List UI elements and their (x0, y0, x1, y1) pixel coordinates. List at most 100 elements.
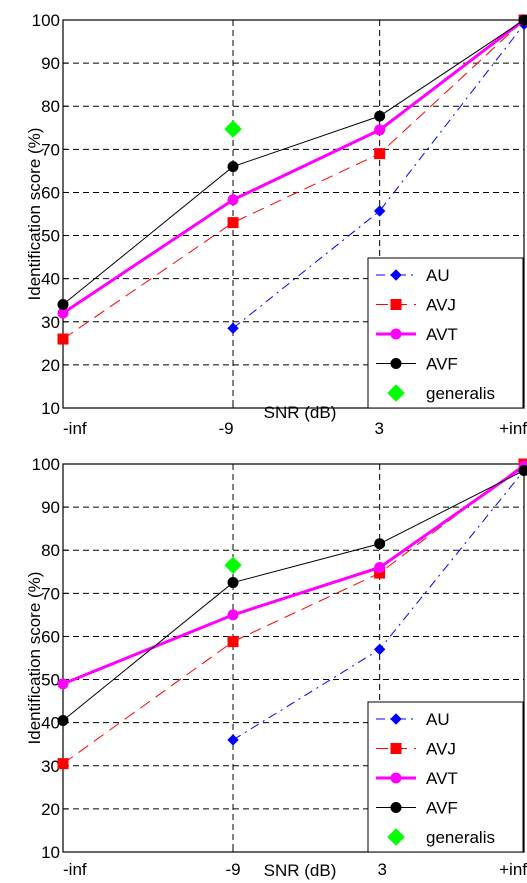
data-point (373, 643, 386, 656)
y-tick-label: 20 (41, 800, 60, 819)
series-avt (57, 460, 527, 690)
x-tick-label: +inf (499, 419, 527, 438)
series-line (62, 18, 525, 315)
data-point (227, 636, 239, 648)
y-tick-label: 50 (41, 671, 60, 690)
y-axis-label: Identification score (%) (25, 128, 44, 301)
series-avf (57, 14, 527, 311)
legend-swatch-marker (390, 269, 402, 281)
data-point (374, 538, 386, 550)
legend-box (367, 257, 524, 409)
legend-entry: AVT (376, 769, 458, 788)
data-point (374, 124, 386, 136)
data-point (224, 556, 242, 575)
series-line (62, 19, 525, 305)
x-tick-label: -inf (63, 860, 87, 879)
y-tick-label: 90 (41, 498, 60, 517)
series-line (62, 19, 525, 340)
legend-label: AVT (426, 769, 458, 788)
legend-entry: generalis (387, 384, 495, 403)
data-point (227, 194, 239, 206)
x-tick-label: 3 (375, 419, 384, 438)
data-point (227, 609, 239, 621)
x-tick-label: -9 (218, 419, 233, 438)
data-point (227, 161, 239, 173)
chart-panel-top: 10 20 30 40 50 60 70 80 90 100 -inf -9 3 +inf SNR (dB)… (25, 11, 527, 438)
series-line (62, 470, 525, 721)
y-tick-label: 10 (41, 399, 60, 418)
x-tick-label: -9 (225, 860, 240, 879)
data-point (224, 120, 242, 138)
y-tick-label: 60 (41, 627, 60, 646)
legend-label: AVT (426, 325, 458, 344)
series-avf (57, 464, 527, 727)
y-axis-label: Identification score (%) (25, 572, 44, 745)
legend-entry: AVF (376, 799, 458, 818)
data-point (373, 205, 386, 217)
legend-swatch-marker (390, 802, 402, 813)
y-tick-label: 30 (41, 757, 60, 776)
y-tick-label: 20 (41, 356, 60, 375)
legend-swatch-marker (387, 828, 405, 846)
y-tick-label: 70 (41, 140, 60, 159)
legend-entry: AVT (376, 325, 458, 344)
data-point (374, 110, 386, 122)
y-tick-label: 50 (41, 227, 60, 246)
y-tick-label: 80 (41, 97, 60, 116)
y-tick-label: 40 (41, 270, 60, 289)
legend-swatch-marker (390, 743, 402, 754)
y-tick-label: 40 (41, 714, 60, 733)
plot-frame (62, 19, 525, 409)
legend-label: AU (426, 266, 450, 285)
x-axis-label: SNR (dB) (264, 403, 337, 422)
legend-swatch-marker (390, 713, 402, 725)
y-tick-label: 90 (41, 54, 60, 73)
y-tick-label: 10 (41, 843, 60, 862)
y-tick-label: 70 (41, 584, 60, 603)
legend-label: generalis (426, 828, 495, 847)
legend-label: AVJ (426, 740, 456, 759)
legend-entry: AVJ (376, 296, 456, 315)
x-tick-label: -inf (63, 419, 87, 438)
y-tick-label: 30 (41, 313, 60, 332)
series-au (227, 18, 527, 334)
legend-label: AVF (426, 799, 458, 818)
legend-swatch-marker (390, 358, 402, 369)
y-tick-label: 100 (32, 455, 60, 474)
data-point (374, 148, 386, 160)
legend-entry: AVF (376, 355, 458, 374)
legend-label: AVJ (426, 296, 456, 315)
data-point (57, 333, 69, 345)
data-point (374, 561, 386, 573)
legend-label: AU (426, 710, 450, 729)
data-point (57, 678, 69, 690)
series-generalis (224, 120, 242, 138)
data-point (57, 715, 69, 727)
data-point (57, 758, 69, 770)
data-point (227, 322, 239, 334)
legend: AU AVJ AVT AVF generalis (367, 257, 524, 409)
data-point (57, 299, 69, 311)
x-tick-label: +inf (499, 860, 527, 879)
legend-swatch-marker (387, 384, 405, 402)
legend-swatch-marker (390, 299, 402, 310)
legend-entry: AU (376, 266, 450, 285)
series-line (62, 464, 525, 686)
data-point (227, 577, 239, 589)
legend: AU AVJ AVT AVF generalis (367, 701, 524, 853)
data-point (227, 734, 239, 746)
x-axis-label: SNR (dB) (264, 861, 337, 880)
legend-label: generalis (426, 384, 495, 403)
data-point (227, 217, 239, 229)
legend-entry: generalis (387, 828, 495, 847)
data-point (518, 464, 527, 476)
chart-panel-bottom: 10 20 30 40 50 60 70 80 90 100 -inf -9 3 +inf SNR (dB)… (25, 455, 527, 880)
plot-frame (62, 463, 525, 853)
y-tick-label: 100 (32, 11, 60, 30)
legend-entry: AVJ (376, 740, 456, 759)
legend-label: AVF (426, 355, 458, 374)
y-tick-label: 80 (41, 541, 60, 560)
legend-entry: AU (376, 710, 450, 729)
x-tick-label: 3 (378, 860, 387, 879)
